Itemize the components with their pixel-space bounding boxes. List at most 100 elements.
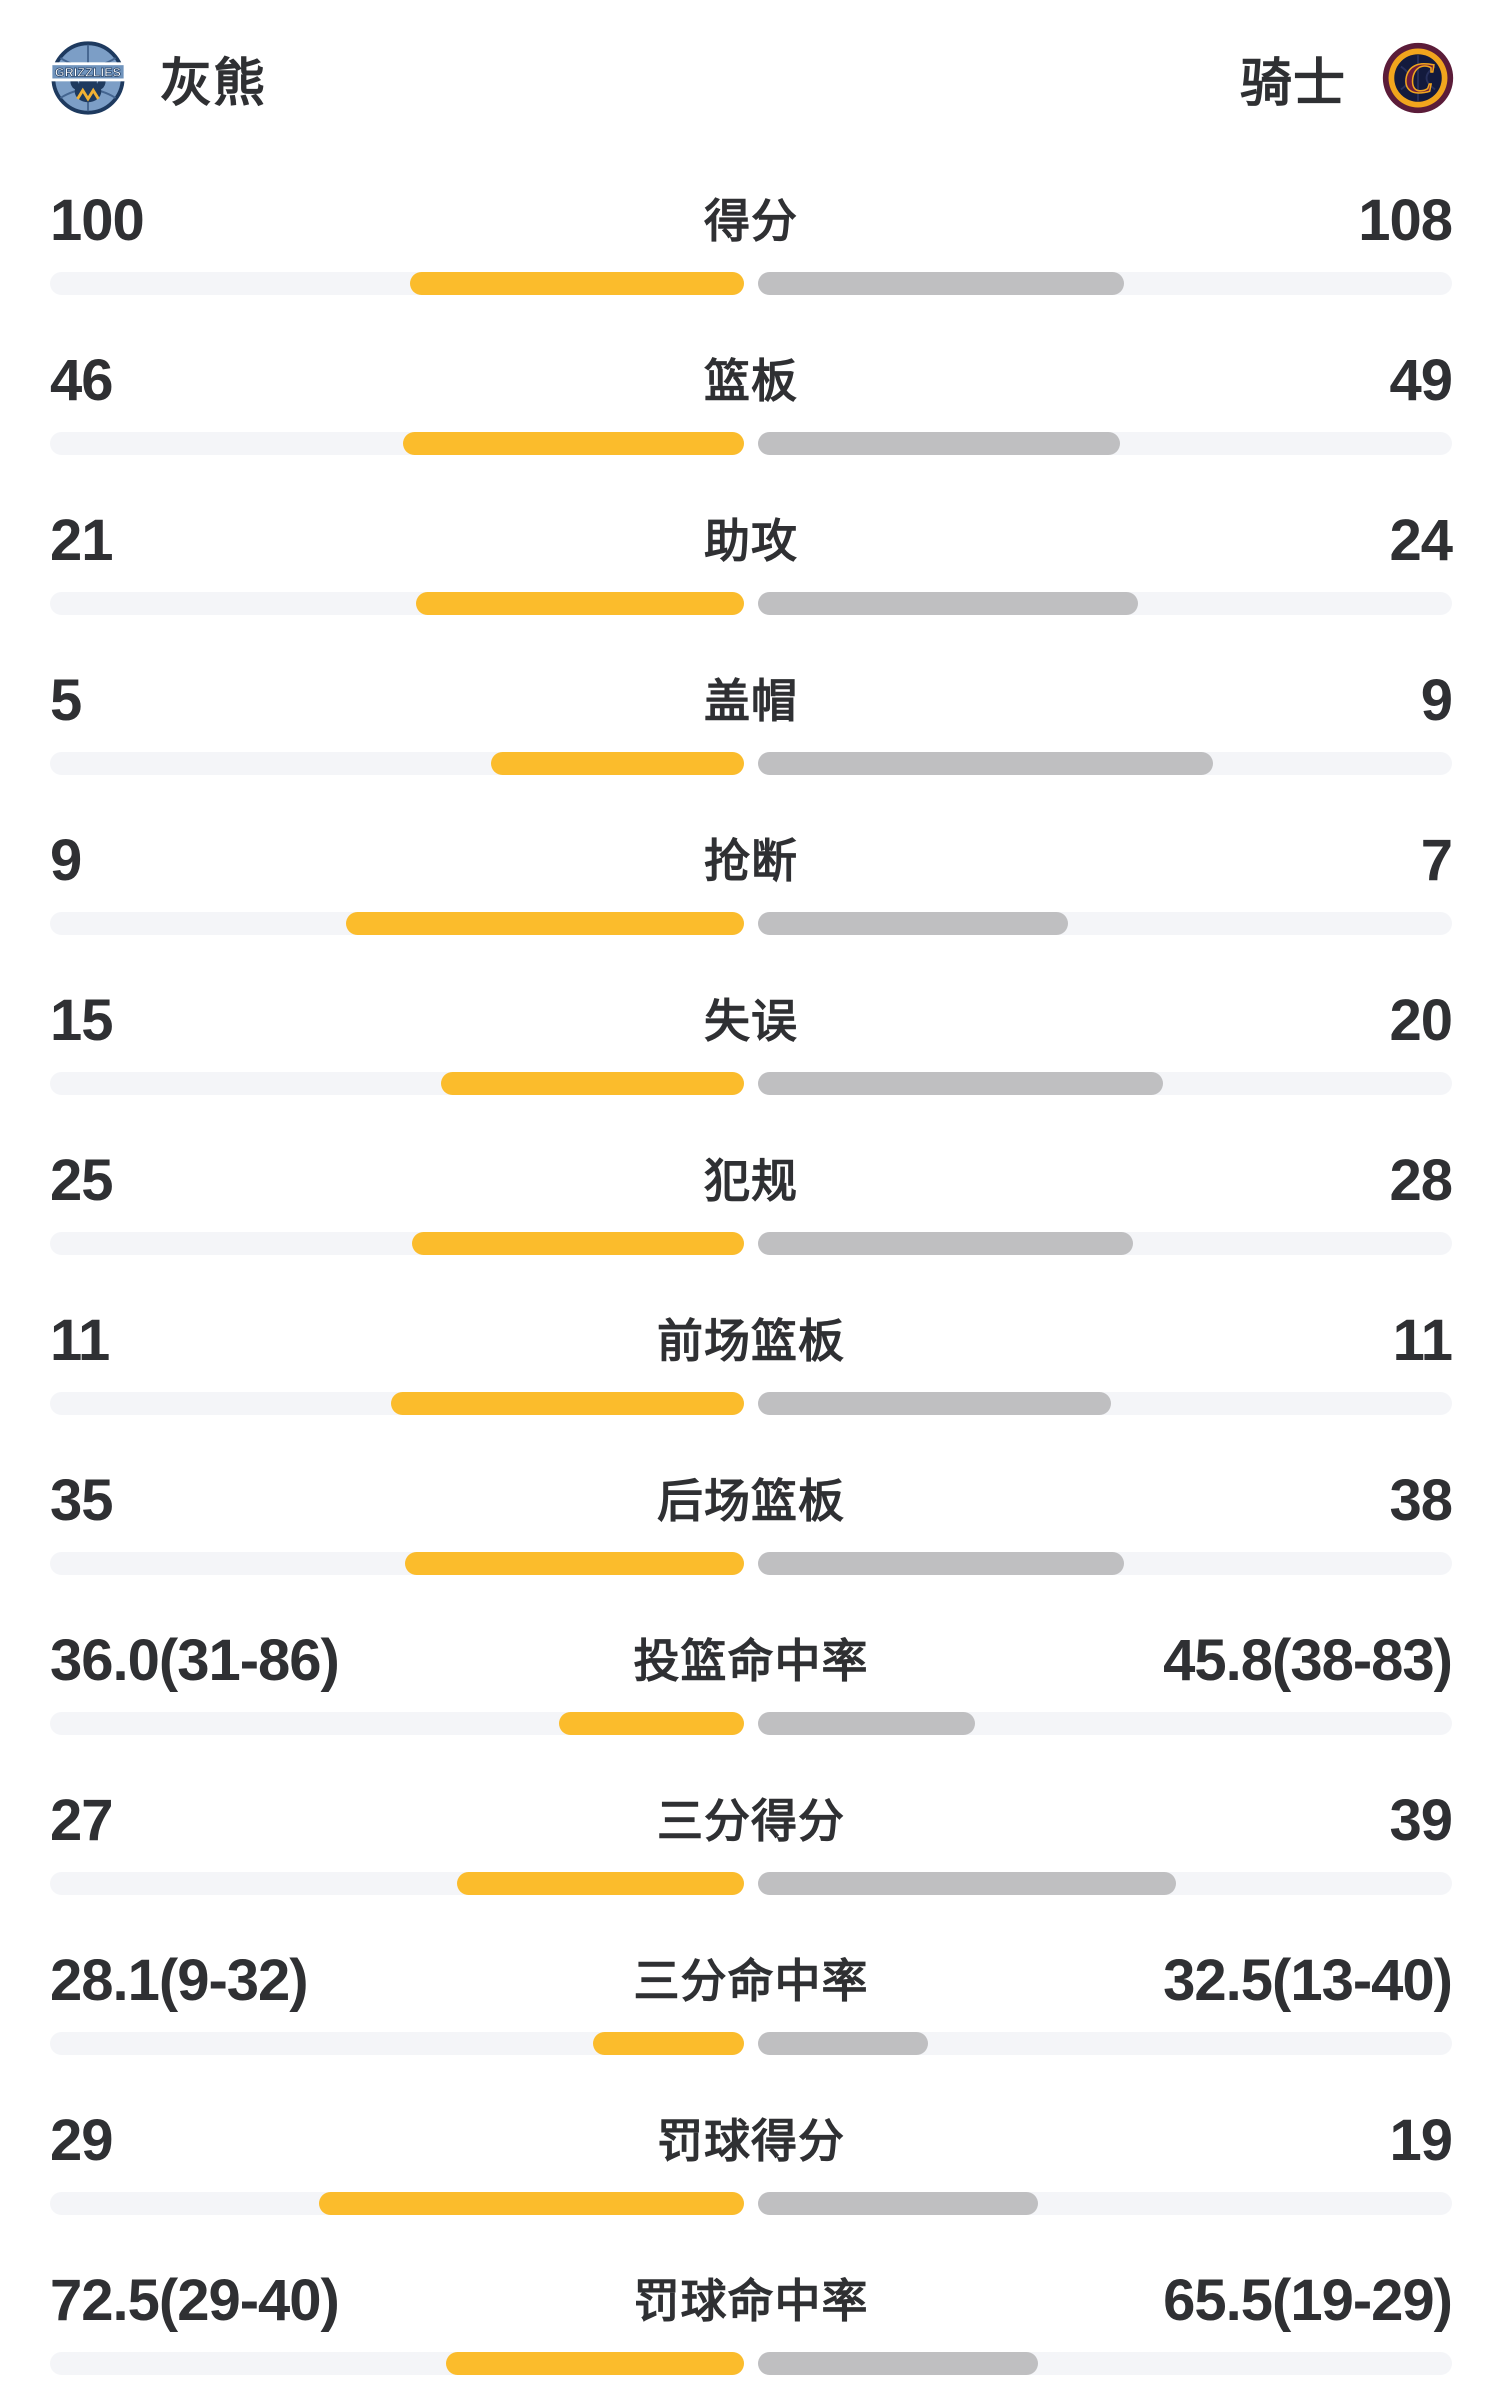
stat-bars: [50, 1872, 1452, 1895]
away-bar-track: [758, 1712, 1452, 1735]
home-bar-track: [50, 1712, 744, 1735]
stat-label: 助攻: [704, 515, 798, 567]
stat-label: 三分得分: [657, 1795, 845, 1847]
home-team[interactable]: GRIZZLIES 灰熊: [50, 40, 266, 116]
stat-label: 罚球命中率: [633, 2275, 869, 2327]
away-bar-track: [758, 2032, 1452, 2055]
stat-label: 失误: [704, 995, 798, 1047]
home-bar-track: [50, 1232, 744, 1255]
home-bar-fill: [403, 432, 744, 455]
home-value: 46: [50, 348, 114, 413]
stat-row: 25 犯规 28: [50, 1148, 1453, 1255]
stat-values-line: 28.1(9-32) 三分命中率 32.5(13-40): [50, 1950, 1453, 2012]
stat-bars: [50, 1712, 1452, 1735]
stat-label: 篮板: [704, 355, 798, 407]
away-bar-track: [758, 1552, 1452, 1575]
stat-label: 抢断: [704, 835, 798, 887]
away-team[interactable]: 骑士 C: [1240, 40, 1456, 116]
stat-bars: [50, 2032, 1452, 2055]
away-bar-track: [758, 752, 1452, 775]
home-bar-track: [50, 592, 744, 615]
home-value: 25: [50, 1148, 114, 1213]
home-bar-fill: [345, 912, 744, 935]
away-bar-fill: [758, 272, 1124, 295]
stat-row: 5 盖帽 9: [50, 668, 1453, 775]
away-value: 20: [1389, 988, 1453, 1053]
stat-row: 9 抢断 7: [50, 828, 1453, 935]
away-bar-fill: [758, 1392, 1111, 1415]
away-value: 38: [1389, 1468, 1453, 1533]
away-value: 108: [1358, 188, 1453, 253]
stat-bars: [50, 752, 1452, 775]
stat-bars: [50, 432, 1452, 455]
home-value: 36.0(31-86): [50, 1628, 340, 1693]
away-value: 39: [1389, 1788, 1453, 1853]
stat-row: 27 三分得分 39: [50, 1788, 1453, 1895]
grizzlies-logo-text: GRIZZLIES: [55, 66, 121, 80]
stat-values-line: 25 犯规 28: [50, 1148, 1453, 1213]
stat-label: 盖帽: [704, 675, 798, 727]
home-bar-fill: [558, 1712, 744, 1735]
home-bar-track: [50, 272, 744, 295]
home-bar-track: [50, 1552, 744, 1575]
stat-values-line: 36.0(31-86) 投篮命中率 45.8(38-83): [50, 1628, 1453, 1693]
away-bar-fill: [758, 752, 1213, 775]
home-bar-track: [50, 2352, 744, 2375]
home-value: 21: [50, 508, 114, 573]
away-bar-fill: [758, 1712, 976, 1735]
home-bar-track: [50, 752, 744, 775]
stat-label: 投篮命中率: [633, 1635, 869, 1687]
away-value: 65.5(19-29): [1163, 2268, 1453, 2333]
home-bar-track: [50, 912, 744, 935]
home-value: 15: [50, 988, 114, 1053]
away-value: 19: [1389, 2108, 1453, 2173]
away-bar-fill: [758, 432, 1121, 455]
away-bar-track: [758, 1872, 1452, 1895]
stat-values-line: 15 失误 20: [50, 988, 1453, 1053]
stat-bars: [50, 1392, 1452, 1415]
stat-row: 35 后场篮板 38: [50, 1468, 1453, 1575]
home-bar-fill: [411, 1232, 744, 1255]
home-bar-track: [50, 1872, 744, 1895]
stat-values-line: 11 前场篮板 11: [50, 1308, 1453, 1373]
stat-bars: [50, 272, 1452, 295]
away-value: 49: [1389, 348, 1453, 413]
stat-values-line: 21 助攻 24: [50, 508, 1453, 573]
stats-list: 100 得分 108 46 篮板 49 21 助攻 24 5 盖帽 9 9 抢断 7 15 失误 20 25 犯规 28…: [50, 188, 1453, 2375]
stat-label: 得分: [704, 195, 798, 247]
teams-header: GRIZZLIES 灰熊 骑士 C: [50, 40, 1456, 116]
away-bar-fill: [758, 2192, 1039, 2215]
home-bar-fill: [456, 1872, 744, 1895]
cavaliers-logo: C: [1382, 42, 1454, 114]
home-value: 29: [50, 2108, 114, 2173]
home-bar-track: [50, 2192, 744, 2215]
stat-row: 36.0(31-86) 投篮命中率 45.8(38-83): [50, 1628, 1453, 1735]
home-bar-fill: [391, 1392, 744, 1415]
home-value: 35: [50, 1468, 114, 1533]
away-bar-track: [758, 432, 1452, 455]
home-bar-track: [50, 2032, 744, 2055]
stat-bars: [50, 1552, 1452, 1575]
away-bar-track: [758, 592, 1452, 615]
home-bar-track: [50, 1072, 744, 1095]
stat-bars: [50, 1072, 1452, 1095]
away-value: 9: [1420, 668, 1453, 733]
stat-row: 15 失误 20: [50, 988, 1453, 1095]
away-value: 11: [1392, 1308, 1453, 1373]
away-bar-fill: [758, 2352, 1039, 2375]
stat-values-line: 29 罚球得分 19: [50, 2108, 1453, 2173]
stat-label: 后场篮板: [657, 1475, 845, 1527]
stat-values-line: 9 抢断 7: [50, 828, 1453, 893]
home-value: 9: [50, 828, 82, 893]
away-bar-track: [758, 272, 1452, 295]
stat-bars: [50, 2192, 1452, 2215]
away-bar-track: [758, 2352, 1452, 2375]
stat-row: 72.5(29-40) 罚球命中率 65.5(19-29): [50, 2268, 1453, 2375]
stat-label: 犯规: [704, 1155, 798, 1207]
home-bar-fill: [440, 1072, 744, 1095]
home-bar-fill: [491, 752, 744, 775]
home-bar-fill: [592, 2032, 744, 2055]
away-bar-fill: [758, 1552, 1125, 1575]
home-bar-track: [50, 1392, 744, 1415]
